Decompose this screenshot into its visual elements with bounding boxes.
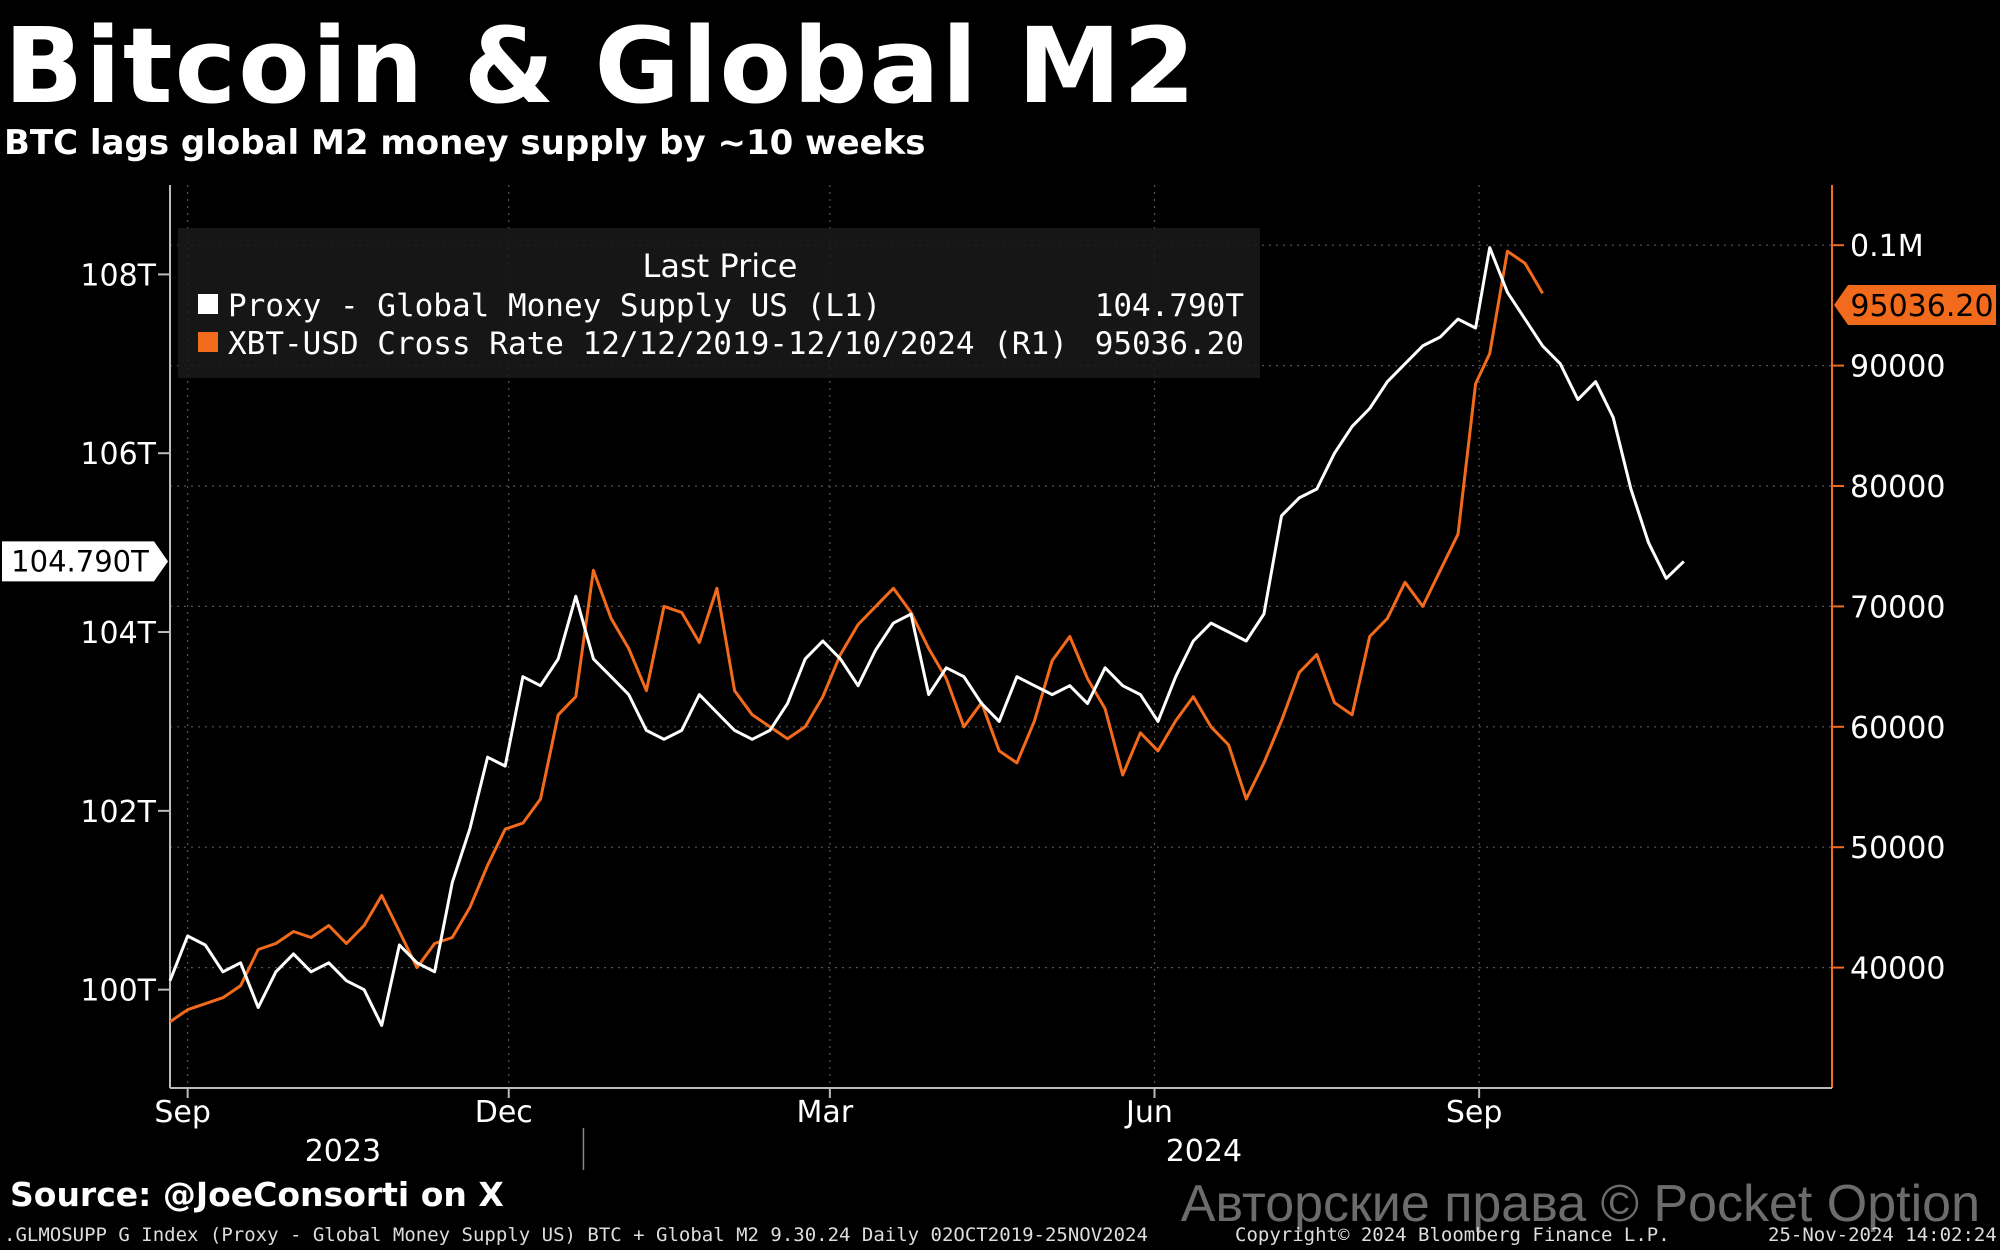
x-tick-label: Sep bbox=[1446, 1095, 1503, 1130]
series-lines bbox=[168, 246, 1685, 1027]
source-credit: Source: @JoeConsorti on X bbox=[10, 1175, 504, 1214]
footer-index: .GLMOSUPP G Index (Proxy - Global Money … bbox=[4, 1224, 1148, 1246]
right-last-value-label: 95036.20 bbox=[1850, 289, 1993, 324]
axis-labels: Sep Dec Mar Jun Sep 40000 50000 60000 70000 80000… bbox=[2, 229, 1996, 1169]
right-tick-label: 50000 bbox=[1850, 831, 1945, 866]
chart-subtitle: BTC lags global M2 money supply by ~10 w… bbox=[4, 123, 926, 163]
x-year-label: 2023 bbox=[305, 1134, 381, 1169]
right-last-value-marker bbox=[1834, 284, 1996, 325]
left-last-value-label: 104.790T bbox=[11, 544, 149, 578]
legend-header: Last Price bbox=[643, 247, 798, 285]
x-tick-label: Dec bbox=[475, 1095, 533, 1130]
left-last-value-marker bbox=[2, 541, 168, 582]
legend-background bbox=[178, 228, 1260, 378]
x-tick-label: Sep bbox=[154, 1095, 211, 1130]
x-year-label: 2024 bbox=[1166, 1134, 1242, 1169]
watermark: Авторские права © Pocket Option bbox=[1180, 1175, 1980, 1233]
legend-label: XBT-USD Cross Rate 12/12/2019-12/10/2024… bbox=[228, 326, 1068, 362]
axes bbox=[158, 185, 1844, 1170]
m2-series-line bbox=[168, 246, 1685, 1027]
left-tick-label: 100T bbox=[80, 974, 156, 1009]
right-tick-label: 70000 bbox=[1850, 590, 1945, 625]
left-tick-label: 102T bbox=[80, 795, 156, 830]
legend-label: Proxy - Global Money Supply US (L1) bbox=[228, 288, 881, 324]
x-tick-label: Jun bbox=[1124, 1095, 1173, 1130]
btc-series-line bbox=[169, 249, 1544, 1024]
right-tick-label: 60000 bbox=[1850, 711, 1945, 746]
x-tick-label: Mar bbox=[797, 1095, 854, 1130]
left-tick-label: 108T bbox=[80, 258, 156, 293]
chart-title: Bitcoin & Global M2 bbox=[4, 5, 1198, 127]
footer-copyright: Copyright© 2024 Bloomberg Finance L.P. bbox=[1235, 1224, 1670, 1246]
footer-timestamp: 25-Nov-2024 14:02:24 bbox=[1768, 1224, 1997, 1246]
right-tick-label: 90000 bbox=[1850, 350, 1945, 385]
legend-swatch bbox=[198, 294, 218, 314]
legend-value: 95036.20 bbox=[1095, 326, 1244, 362]
left-tick-label: 106T bbox=[80, 437, 156, 472]
legend-swatch bbox=[198, 332, 218, 352]
legend-value: 104.790T bbox=[1095, 288, 1244, 324]
right-tick-label: 0.1M bbox=[1850, 229, 1924, 264]
right-tick-label: 80000 bbox=[1850, 470, 1945, 505]
right-tick-label: 40000 bbox=[1850, 952, 1945, 987]
left-tick-label: 104T bbox=[80, 616, 156, 651]
